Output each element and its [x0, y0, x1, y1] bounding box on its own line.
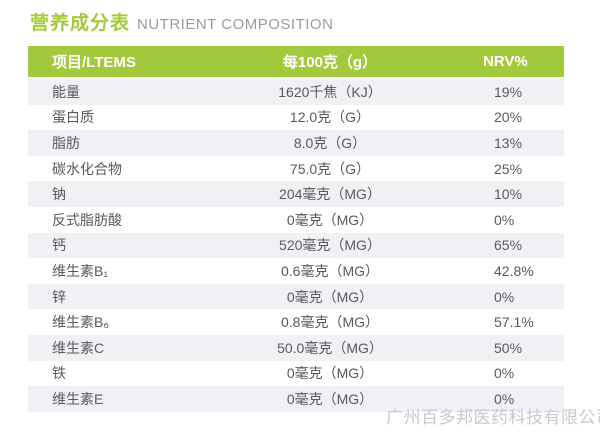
table-row: 反式脂肪酸 0毫克（MG） 0%	[28, 207, 564, 233]
table-row: 维生素B₆ 0.8毫克（MG） 57.1%	[28, 309, 564, 335]
nutrient-name-cell: 蛋白质	[52, 109, 94, 126]
table-row: 碳水化合物 75.0克（G） 25%	[28, 156, 564, 182]
nrv-percent-cell: 20%	[494, 109, 523, 126]
nrv-percent-cell: 0%	[494, 365, 515, 382]
table-header-row: 项目/LTEMS 每100克（g） NRV%	[28, 46, 564, 77]
nutrition-table: 项目/LTEMS 每100克（g） NRV% 能量 1620千焦（KJ） 19%…	[28, 46, 564, 412]
nrv-percent-cell: 13%	[494, 134, 523, 151]
table-row: 维生素E 0毫克（MG） 0%	[28, 386, 564, 412]
amount-per-100g-cell: 1620千焦（KJ）	[278, 83, 382, 100]
header-per100g-column: 每100克（g）	[282, 54, 378, 71]
amount-per-100g-cell: 204毫克（MG）	[279, 186, 381, 203]
title-english: NUTRIENT COMPOSITION	[137, 16, 334, 33]
nutrient-name-cell: 钠	[52, 186, 66, 203]
nutrient-name-cell: 维生素E	[52, 390, 104, 407]
nrv-percent-cell: 10%	[494, 186, 523, 203]
nutrient-name-cell: 维生素B₆	[52, 314, 109, 331]
nutrient-name-cell: 锌	[52, 288, 66, 305]
page-title: 营养成分表 NUTRIENT COMPOSITION	[30, 8, 333, 35]
nrv-percent-cell: 0%	[494, 390, 515, 407]
nutrient-name-cell: 钙	[52, 237, 66, 254]
nutrient-name-cell: 维生素B₁	[52, 262, 109, 279]
nutrient-name-cell: 碳水化合物	[52, 160, 122, 177]
nrv-percent-cell: 50%	[494, 339, 523, 356]
table-body: 能量 1620千焦（KJ） 19% 蛋白质 12.0克（G） 20% 脂肪 8.…	[28, 79, 564, 412]
nutrient-name-cell: 能量	[52, 83, 80, 100]
nrv-percent-cell: 0%	[494, 288, 515, 305]
amount-per-100g-cell: 520毫克（MG）	[279, 237, 381, 254]
header-nrv-column: NRV%	[483, 53, 528, 70]
nrv-percent-cell: 19%	[494, 83, 523, 100]
table-row: 蛋白质 12.0克（G） 20%	[28, 105, 564, 131]
table-row: 铁 0毫克（MG） 0%	[28, 361, 564, 387]
amount-per-100g-cell: 12.0克（G）	[289, 109, 371, 126]
nrv-percent-cell: 65%	[494, 237, 523, 254]
table-row: 能量 1620千焦（KJ） 19%	[28, 79, 564, 105]
nutrient-name-cell: 反式脂肪酸	[52, 211, 122, 228]
nrv-percent-cell: 0%	[494, 211, 515, 228]
amount-per-100g-cell: 75.0克（G）	[289, 160, 371, 177]
table-row: 钠 204毫克（MG） 10%	[28, 181, 564, 207]
amount-per-100g-cell: 0毫克（MG）	[286, 288, 374, 305]
watermark-text: 广州百多邦医药科技有限公司	[386, 408, 600, 427]
nrv-percent-cell: 57.1%	[494, 314, 534, 331]
amount-per-100g-cell: 0毫克（MG）	[286, 365, 374, 382]
title-chinese: 营养成分表	[30, 13, 131, 34]
amount-per-100g-cell: 50.0毫克（MG）	[277, 339, 383, 356]
nutrient-name-cell: 脂肪	[52, 134, 80, 151]
nutrient-name-cell: 铁	[52, 365, 66, 382]
nrv-percent-cell: 42.8%	[494, 262, 534, 279]
table-row: 维生素C 50.0毫克（MG） 50%	[28, 334, 564, 361]
table-row: 锌 0毫克（MG） 0%	[28, 283, 564, 310]
amount-per-100g-cell: 8.0克（G）	[293, 134, 367, 151]
table-row: 维生素B₁ 0.6毫克（MG） 42.8%	[28, 258, 564, 284]
table-row: 钙 520毫克（MG） 65%	[28, 232, 564, 259]
header-item-column: 项目/LTEMS	[52, 54, 136, 71]
amount-per-100g-cell: 0.6毫克（MG）	[280, 262, 379, 279]
amount-per-100g-cell: 0毫克（MG）	[286, 211, 374, 228]
nutrient-name-cell: 维生素C	[52, 339, 105, 356]
amount-per-100g-cell: 0毫克（MG）	[286, 390, 374, 407]
amount-per-100g-cell: 0.8毫克（MG）	[280, 314, 379, 331]
table-row: 脂肪 8.0克（G） 13%	[28, 130, 564, 156]
nrv-percent-cell: 25%	[494, 160, 523, 177]
